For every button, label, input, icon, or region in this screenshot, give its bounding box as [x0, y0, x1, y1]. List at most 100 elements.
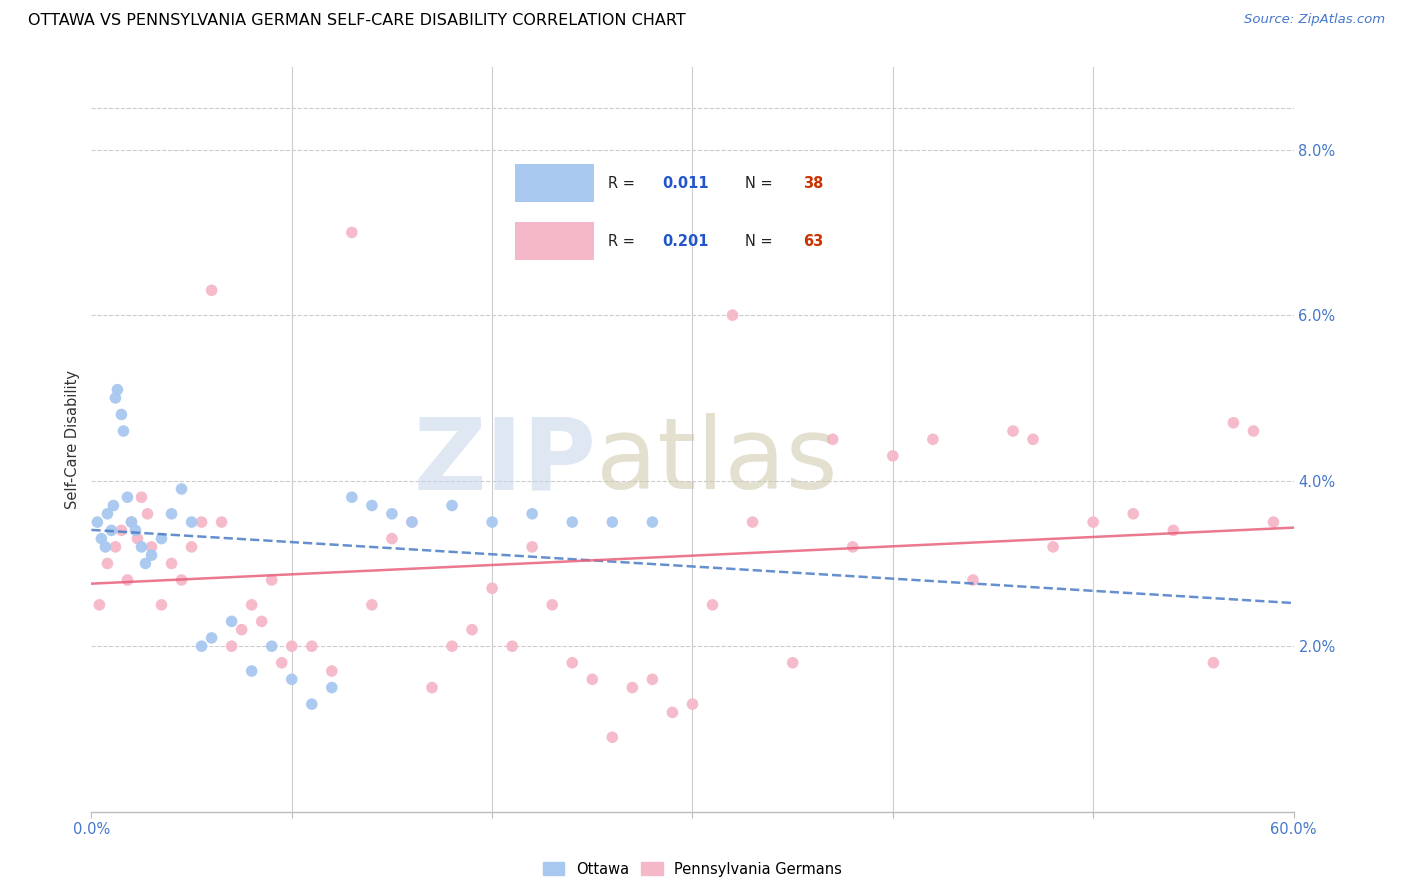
Point — [340, 226, 363, 240]
Point — [281, 673, 304, 687]
Point — [441, 639, 464, 653]
Text: ZIP: ZIP — [413, 413, 596, 510]
Point — [641, 673, 664, 687]
Point — [240, 598, 263, 612]
Point — [621, 681, 644, 695]
Point — [602, 730, 624, 744]
Point — [117, 573, 139, 587]
Point — [141, 540, 163, 554]
Point — [107, 383, 129, 397]
Point — [381, 532, 404, 546]
Point — [104, 540, 127, 554]
Point — [160, 507, 183, 521]
Point — [150, 532, 173, 546]
Point — [221, 615, 243, 629]
Point — [340, 490, 363, 504]
Point — [401, 515, 423, 529]
Point — [136, 507, 159, 521]
Point — [641, 515, 664, 529]
Point — [96, 557, 118, 571]
Point — [201, 631, 224, 645]
Point — [170, 573, 193, 587]
Point — [962, 573, 984, 587]
Y-axis label: Self-Care Disability: Self-Care Disability — [65, 370, 80, 508]
Point — [882, 449, 904, 463]
Point — [89, 598, 111, 612]
Legend: Ottawa, Pennsylvania Germans: Ottawa, Pennsylvania Germans — [537, 856, 848, 883]
Point — [160, 557, 183, 571]
Point — [86, 515, 108, 529]
Text: atlas: atlas — [596, 413, 838, 510]
Point — [231, 623, 253, 637]
Point — [1022, 433, 1045, 447]
Point — [841, 540, 863, 554]
Point — [180, 540, 202, 554]
Point — [1202, 656, 1225, 670]
Point — [131, 490, 153, 504]
Point — [103, 499, 125, 513]
Point — [127, 532, 149, 546]
Point — [124, 524, 146, 538]
Text: Source: ZipAtlas.com: Source: ZipAtlas.com — [1244, 13, 1385, 27]
Point — [117, 490, 139, 504]
Point — [1222, 416, 1244, 430]
Point — [112, 424, 135, 438]
Point — [581, 673, 603, 687]
Point — [1122, 507, 1144, 521]
Point — [1263, 515, 1285, 529]
Point — [481, 515, 503, 529]
Point — [1161, 524, 1184, 538]
Point — [661, 706, 683, 720]
Point — [1001, 424, 1024, 438]
Point — [360, 499, 382, 513]
Point — [190, 639, 212, 653]
Point — [702, 598, 724, 612]
Point — [561, 656, 583, 670]
Point — [141, 548, 163, 562]
Point — [721, 308, 744, 322]
Point — [461, 623, 484, 637]
Point — [180, 515, 202, 529]
Point — [190, 515, 212, 529]
Point — [301, 697, 323, 711]
Point — [100, 524, 122, 538]
Point — [250, 615, 273, 629]
Point — [270, 656, 292, 670]
Point — [110, 524, 132, 538]
Point — [782, 656, 804, 670]
Point — [131, 540, 153, 554]
Point — [922, 433, 945, 447]
Point — [321, 681, 343, 695]
Point — [110, 408, 132, 422]
Point — [520, 540, 543, 554]
Point — [201, 284, 224, 298]
Point — [441, 499, 464, 513]
Point — [481, 582, 503, 596]
Point — [501, 639, 523, 653]
Point — [602, 515, 624, 529]
Point — [541, 598, 564, 612]
Point — [134, 557, 156, 571]
Point — [96, 507, 118, 521]
Point — [1042, 540, 1064, 554]
Point — [104, 391, 127, 405]
Point — [520, 507, 543, 521]
Point — [281, 639, 304, 653]
Point — [90, 532, 112, 546]
Point — [221, 639, 243, 653]
Point — [1243, 424, 1265, 438]
Point — [211, 515, 233, 529]
Point — [1083, 515, 1105, 529]
Point — [821, 433, 844, 447]
Point — [381, 507, 404, 521]
Point — [260, 639, 283, 653]
Point — [741, 515, 763, 529]
Point — [401, 515, 423, 529]
Point — [360, 598, 382, 612]
Point — [121, 515, 143, 529]
Point — [681, 697, 703, 711]
Point — [420, 681, 443, 695]
Point — [94, 540, 117, 554]
Point — [260, 573, 283, 587]
Point — [121, 515, 143, 529]
